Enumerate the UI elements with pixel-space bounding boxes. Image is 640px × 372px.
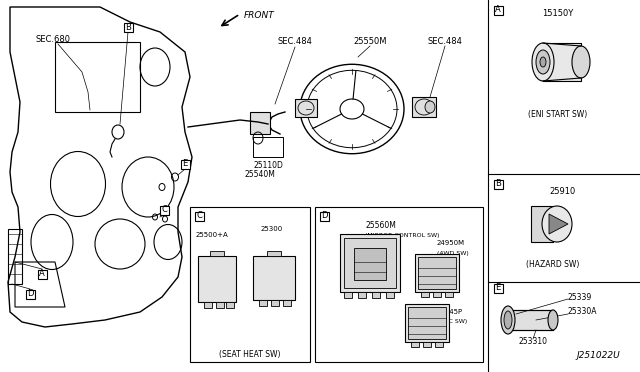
Bar <box>259 300 267 306</box>
Ellipse shape <box>540 57 546 67</box>
Bar <box>423 342 431 347</box>
Bar <box>159 205 168 215</box>
Text: D: D <box>321 212 327 221</box>
Bar <box>418 257 456 289</box>
Text: 25540M: 25540M <box>244 170 275 179</box>
Bar <box>180 160 189 169</box>
Text: C: C <box>196 212 202 221</box>
Bar <box>493 180 502 189</box>
Ellipse shape <box>548 310 558 330</box>
Ellipse shape <box>542 206 572 242</box>
Bar <box>344 238 396 288</box>
Bar <box>408 307 446 339</box>
Text: (SEAT HEAT SW): (SEAT HEAT SW) <box>220 350 281 359</box>
Text: SEC.680: SEC.680 <box>35 35 70 45</box>
Bar <box>124 22 132 32</box>
Text: B: B <box>495 180 501 189</box>
Text: SEC.484: SEC.484 <box>428 38 463 46</box>
Text: C: C <box>161 205 167 215</box>
Text: 25910: 25910 <box>550 187 576 196</box>
Text: D: D <box>27 289 33 298</box>
Bar <box>340 234 400 292</box>
Text: (VDC SW): (VDC SW) <box>437 320 467 324</box>
Bar <box>354 248 386 280</box>
Bar <box>250 112 270 134</box>
Bar <box>55 42 140 112</box>
Bar <box>8 229 22 284</box>
Bar <box>295 99 317 117</box>
Bar <box>412 97 436 117</box>
Ellipse shape <box>425 101 435 113</box>
Text: 25560M: 25560M <box>365 221 396 230</box>
Bar <box>433 292 441 297</box>
Bar <box>415 254 459 292</box>
Text: 253310: 253310 <box>518 337 547 346</box>
Bar <box>319 212 328 221</box>
Bar <box>253 256 295 300</box>
Ellipse shape <box>536 50 550 74</box>
Bar <box>26 289 35 298</box>
Bar <box>421 292 429 297</box>
Text: 25550M: 25550M <box>353 38 387 46</box>
Text: 25300: 25300 <box>261 226 283 232</box>
Text: SEC.484: SEC.484 <box>278 38 312 46</box>
Text: (MIRROR CONTROL SW): (MIRROR CONTROL SW) <box>365 234 440 238</box>
Bar <box>493 6 502 15</box>
Bar <box>531 206 553 242</box>
Text: J251022U: J251022U <box>576 351 620 360</box>
Bar <box>543 43 581 81</box>
Text: 15150Y: 15150Y <box>542 10 573 19</box>
Bar <box>271 300 279 306</box>
Bar <box>435 342 443 347</box>
Bar <box>344 292 352 298</box>
Text: E: E <box>495 283 500 292</box>
Text: A: A <box>495 6 501 15</box>
Ellipse shape <box>501 306 515 334</box>
Bar <box>508 310 553 330</box>
Text: 25330A: 25330A <box>568 308 598 317</box>
Ellipse shape <box>572 46 590 78</box>
Bar <box>204 302 212 308</box>
Text: E: E <box>182 160 188 169</box>
Bar <box>445 292 453 297</box>
Bar <box>283 300 291 306</box>
Bar <box>411 342 419 347</box>
Bar <box>315 207 483 362</box>
Bar <box>267 251 281 256</box>
Text: (4WD SW): (4WD SW) <box>437 250 468 256</box>
Bar <box>253 137 283 157</box>
Bar <box>198 256 236 302</box>
Ellipse shape <box>504 311 512 329</box>
Text: B: B <box>125 22 131 32</box>
Bar <box>38 269 47 279</box>
Bar <box>216 302 224 308</box>
Bar <box>210 251 224 256</box>
Text: (HAZARD SW): (HAZARD SW) <box>526 260 580 269</box>
Text: FRONT: FRONT <box>244 12 275 20</box>
Bar <box>386 292 394 298</box>
Text: 24950M: 24950M <box>437 240 465 246</box>
Text: 25500+A: 25500+A <box>196 232 228 238</box>
Bar <box>190 207 310 362</box>
Bar <box>195 212 204 221</box>
Bar <box>493 283 502 292</box>
Text: 25145P: 25145P <box>437 309 463 315</box>
Text: 25339: 25339 <box>568 292 592 301</box>
Text: A: A <box>39 269 45 279</box>
Bar <box>372 292 380 298</box>
Bar <box>358 292 366 298</box>
Text: (ENI START SW): (ENI START SW) <box>529 109 588 119</box>
Ellipse shape <box>532 43 554 81</box>
Bar <box>226 302 234 308</box>
Bar <box>405 304 449 342</box>
Text: 25110D: 25110D <box>253 161 283 170</box>
Polygon shape <box>549 214 568 234</box>
